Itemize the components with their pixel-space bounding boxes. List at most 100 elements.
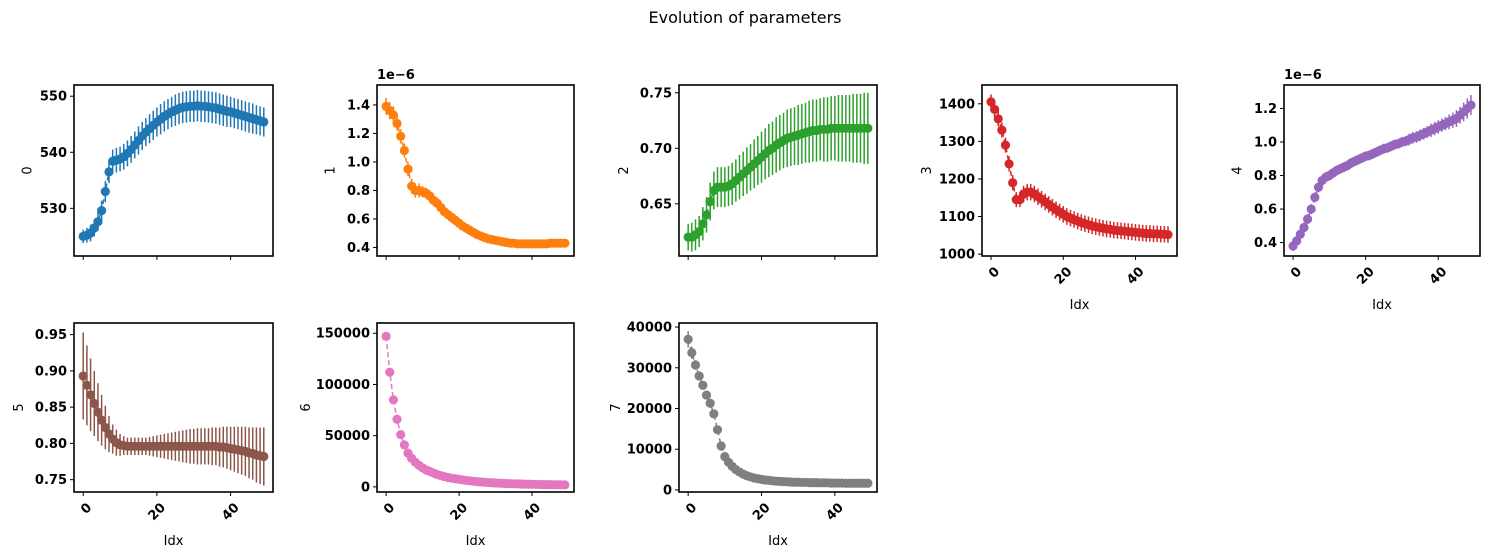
x-tick-label: 20 [1354,264,1377,287]
series-line [385,105,565,245]
y-axis-label: 2 [617,166,632,174]
y-tick-label: 0.4 [347,241,370,256]
data-point [701,210,712,220]
y-tick-label: 1.4 [347,98,370,113]
y-tick-label: 0.6 [1254,203,1277,218]
x-tick-label: 40 [219,500,242,523]
y-tick-label: 540 [40,146,67,161]
plot-area [381,97,570,249]
data-point [1313,182,1324,192]
y-tick-label: 1.0 [1254,136,1277,151]
axis-offset-label: 1e−6 [377,68,415,83]
data-point [709,409,719,419]
y-tick-label: 0.75 [640,86,672,101]
x-tick-label: 40 [521,500,544,523]
x-tick-label: 20 [448,500,471,523]
data-point [93,217,103,227]
data-point [97,415,107,425]
panel-5: 0.75 0.80 0.85 0.90 0.95 0 20 40 5 Idx [12,322,274,549]
x-axis-label: Idx [1070,298,1090,313]
x-tick-label: 0 [381,500,398,517]
data-point [694,371,704,381]
plot-area [381,331,570,490]
data-point [1306,204,1316,214]
series-line [990,101,1169,236]
panel-7: 0 10000 20000 30000 40000 0 20 40 7 Idx [609,321,878,549]
plot-area [78,90,269,244]
data-point [93,407,103,417]
y-tick-label: 0.70 [640,142,672,157]
y-tick-label: 1200 [939,172,975,187]
y-tick-label: 1.2 [347,127,370,142]
plot-area [1288,95,1476,251]
plot-area [683,331,873,488]
data-point [85,390,96,400]
y-tick-label: 0.90 [35,364,67,379]
y-tick-label: 20000 [627,402,672,417]
data-point [396,430,406,440]
data-point [712,425,723,435]
data-point [701,390,712,400]
data-point [392,414,402,424]
x-tick-label: 40 [1427,264,1450,287]
x-tick-label: 0 [78,500,95,517]
panel-2: 0.65 0.70 0.75 2 [617,84,878,260]
data-point [399,440,409,450]
data-point [259,117,269,127]
y-tick-label: 0.8 [347,184,370,199]
data-point [104,167,114,177]
y-tick-label: 150000 [316,327,370,342]
y-tick-label: 0.75 [35,473,67,488]
y-axis-label: 1 [323,166,338,174]
y-tick-label: 10000 [627,443,672,458]
y-tick-label: 0.95 [35,328,67,343]
x-tick-label: 20 [750,500,773,523]
panel-0: 530 540 550 0 [20,84,274,260]
data-point [97,205,107,216]
y-tick-label: 0.65 [640,197,672,212]
plot-area [78,332,269,486]
data-point [89,398,99,409]
data-point [1466,100,1476,110]
data-point [705,196,715,207]
y-tick-label: 0.85 [35,401,67,416]
y-axis-label: 4 [1230,166,1245,174]
data-point [396,131,406,141]
data-point [687,348,697,358]
data-point [986,97,996,107]
y-tick-label: 550 [40,90,67,105]
y-tick-label: 0.6 [347,212,370,227]
x-tick-label: 20 [1052,264,1075,287]
data-point [705,398,715,408]
data-point [1292,236,1302,246]
x-tick-label: 20 [146,500,169,523]
y-tick-label: 50000 [325,429,370,444]
data-point [690,360,701,370]
panel-4: 0.4 0.6 0.8 1.0 1.2 0 20 40 1e−6 4 Idx [1230,68,1481,313]
data-point [1295,229,1305,239]
y-tick-label: 1300 [939,135,975,150]
y-tick-label: 0 [361,480,370,495]
axes-frame [73,322,274,493]
y-axis-label: 0 [20,166,35,174]
y-axis-label: 6 [299,403,314,411]
y-tick-label: 0 [663,483,672,498]
data-point [1008,178,1018,188]
panel-1: 0.4 0.6 0.8 1.0 1.2 1.4 1e−6 1 [323,68,575,260]
y-tick-label: 30000 [627,361,672,376]
y-tick-label: 0.4 [1254,236,1277,251]
axes-frame [376,84,575,257]
axes-frame [73,84,274,257]
y-axis-label: 7 [609,403,624,411]
x-axis-label: Idx [1372,298,1392,313]
axes-frame [678,322,878,493]
y-tick-label: 1000 [939,248,975,263]
data-point [1000,140,1011,150]
y-tick-label: 100000 [316,378,370,393]
data-point [993,114,1003,124]
y-tick-label: 0.8 [1254,169,1277,184]
plot-area [986,94,1173,243]
data-point [990,104,1000,115]
y-tick-label: 40000 [627,321,672,336]
